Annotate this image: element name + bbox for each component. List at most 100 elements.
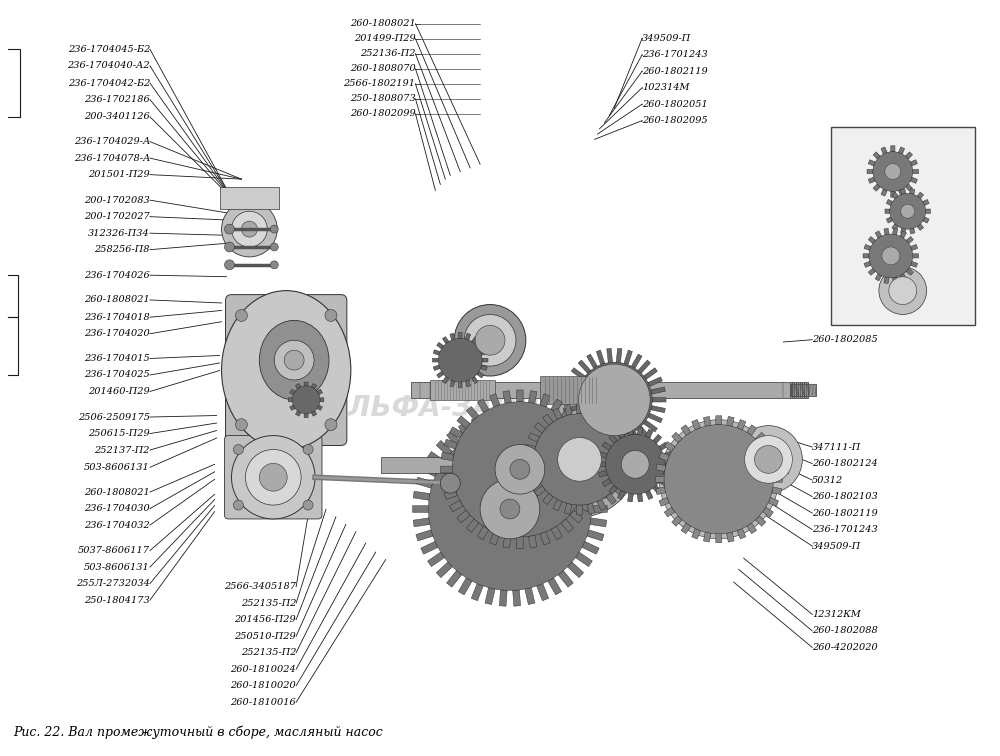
Polygon shape — [900, 274, 907, 281]
Polygon shape — [582, 464, 599, 477]
Polygon shape — [548, 578, 562, 595]
Polygon shape — [528, 476, 540, 486]
Polygon shape — [587, 530, 604, 541]
Polygon shape — [449, 427, 463, 438]
Polygon shape — [663, 451, 672, 458]
Polygon shape — [563, 398, 577, 402]
Circle shape — [500, 499, 520, 519]
Polygon shape — [886, 200, 893, 206]
Circle shape — [292, 386, 320, 414]
Polygon shape — [655, 476, 664, 482]
Polygon shape — [868, 160, 875, 166]
Text: 503-8606131: 503-8606131 — [84, 562, 150, 572]
Polygon shape — [911, 262, 918, 268]
Polygon shape — [596, 435, 605, 450]
Text: 260-1808021: 260-1808021 — [84, 488, 150, 497]
Circle shape — [691, 451, 747, 507]
Polygon shape — [578, 360, 591, 373]
Text: 349509-П: 349509-П — [642, 33, 691, 42]
Ellipse shape — [222, 290, 351, 450]
Polygon shape — [590, 518, 607, 527]
Circle shape — [303, 445, 313, 454]
Text: 260-1802119: 260-1802119 — [812, 509, 878, 518]
Polygon shape — [586, 478, 599, 486]
Text: 260-1802124: 260-1802124 — [812, 459, 878, 468]
Text: 252135-П2: 252135-П2 — [241, 599, 296, 608]
Polygon shape — [637, 427, 643, 435]
Polygon shape — [863, 254, 869, 258]
Polygon shape — [716, 534, 722, 543]
Polygon shape — [868, 237, 875, 243]
Polygon shape — [499, 590, 507, 606]
Polygon shape — [442, 376, 449, 384]
Polygon shape — [441, 452, 454, 461]
Polygon shape — [763, 507, 773, 517]
Text: 2566-1802191: 2566-1802191 — [343, 79, 415, 88]
Circle shape — [270, 243, 278, 251]
Polygon shape — [645, 429, 653, 438]
Text: 349509-П: 349509-П — [812, 541, 862, 550]
Circle shape — [577, 362, 652, 438]
Polygon shape — [441, 478, 454, 486]
Circle shape — [245, 450, 301, 505]
Polygon shape — [651, 405, 665, 413]
Text: 260-1808021: 260-1808021 — [350, 20, 415, 28]
Polygon shape — [566, 377, 581, 386]
Polygon shape — [616, 437, 622, 451]
Polygon shape — [450, 380, 455, 387]
Text: 260-1802088: 260-1802088 — [812, 627, 878, 635]
Polygon shape — [528, 391, 537, 404]
Bar — [220, 187, 279, 209]
Circle shape — [270, 225, 278, 233]
Polygon shape — [884, 277, 889, 284]
Polygon shape — [885, 209, 890, 213]
Polygon shape — [548, 423, 562, 440]
Polygon shape — [587, 503, 595, 514]
Text: 250-1808073: 250-1808073 — [350, 94, 415, 104]
Polygon shape — [528, 432, 540, 442]
Text: 236-1704045-Б2: 236-1704045-Б2 — [68, 45, 150, 54]
Polygon shape — [768, 497, 779, 507]
Circle shape — [452, 402, 588, 537]
Polygon shape — [304, 382, 308, 386]
Text: 260-1802119: 260-1802119 — [642, 67, 708, 76]
Polygon shape — [653, 435, 662, 444]
Polygon shape — [617, 491, 625, 500]
Text: 312326-П34: 312326-П34 — [88, 228, 150, 237]
Circle shape — [475, 325, 505, 355]
Polygon shape — [868, 268, 875, 275]
Polygon shape — [609, 435, 618, 444]
Polygon shape — [447, 431, 462, 448]
Polygon shape — [773, 476, 782, 482]
Polygon shape — [466, 519, 479, 532]
Polygon shape — [606, 414, 616, 426]
Polygon shape — [873, 152, 880, 159]
Polygon shape — [587, 466, 599, 472]
Circle shape — [325, 309, 337, 321]
Circle shape — [558, 438, 601, 482]
Polygon shape — [623, 445, 634, 452]
Polygon shape — [413, 491, 430, 500]
Text: 12312КМ: 12312КМ — [812, 610, 861, 619]
Polygon shape — [768, 452, 779, 461]
Polygon shape — [582, 439, 596, 449]
Text: 258256-П8: 258256-П8 — [94, 245, 150, 254]
Polygon shape — [543, 493, 553, 504]
Polygon shape — [906, 268, 913, 275]
Polygon shape — [656, 487, 666, 494]
Polygon shape — [551, 526, 562, 540]
Polygon shape — [571, 367, 585, 380]
Text: 201456-П29: 201456-П29 — [234, 615, 296, 624]
Polygon shape — [413, 506, 428, 513]
Circle shape — [510, 460, 530, 479]
Text: 260-1802099: 260-1802099 — [350, 110, 415, 119]
Text: 260-1810024: 260-1810024 — [230, 665, 296, 674]
Polygon shape — [893, 277, 898, 284]
Polygon shape — [586, 452, 599, 461]
Text: 200-3401126: 200-3401126 — [84, 113, 150, 122]
Text: 50312: 50312 — [812, 476, 844, 485]
Polygon shape — [457, 416, 470, 429]
Polygon shape — [288, 398, 292, 402]
Polygon shape — [893, 228, 898, 235]
Polygon shape — [913, 254, 919, 258]
